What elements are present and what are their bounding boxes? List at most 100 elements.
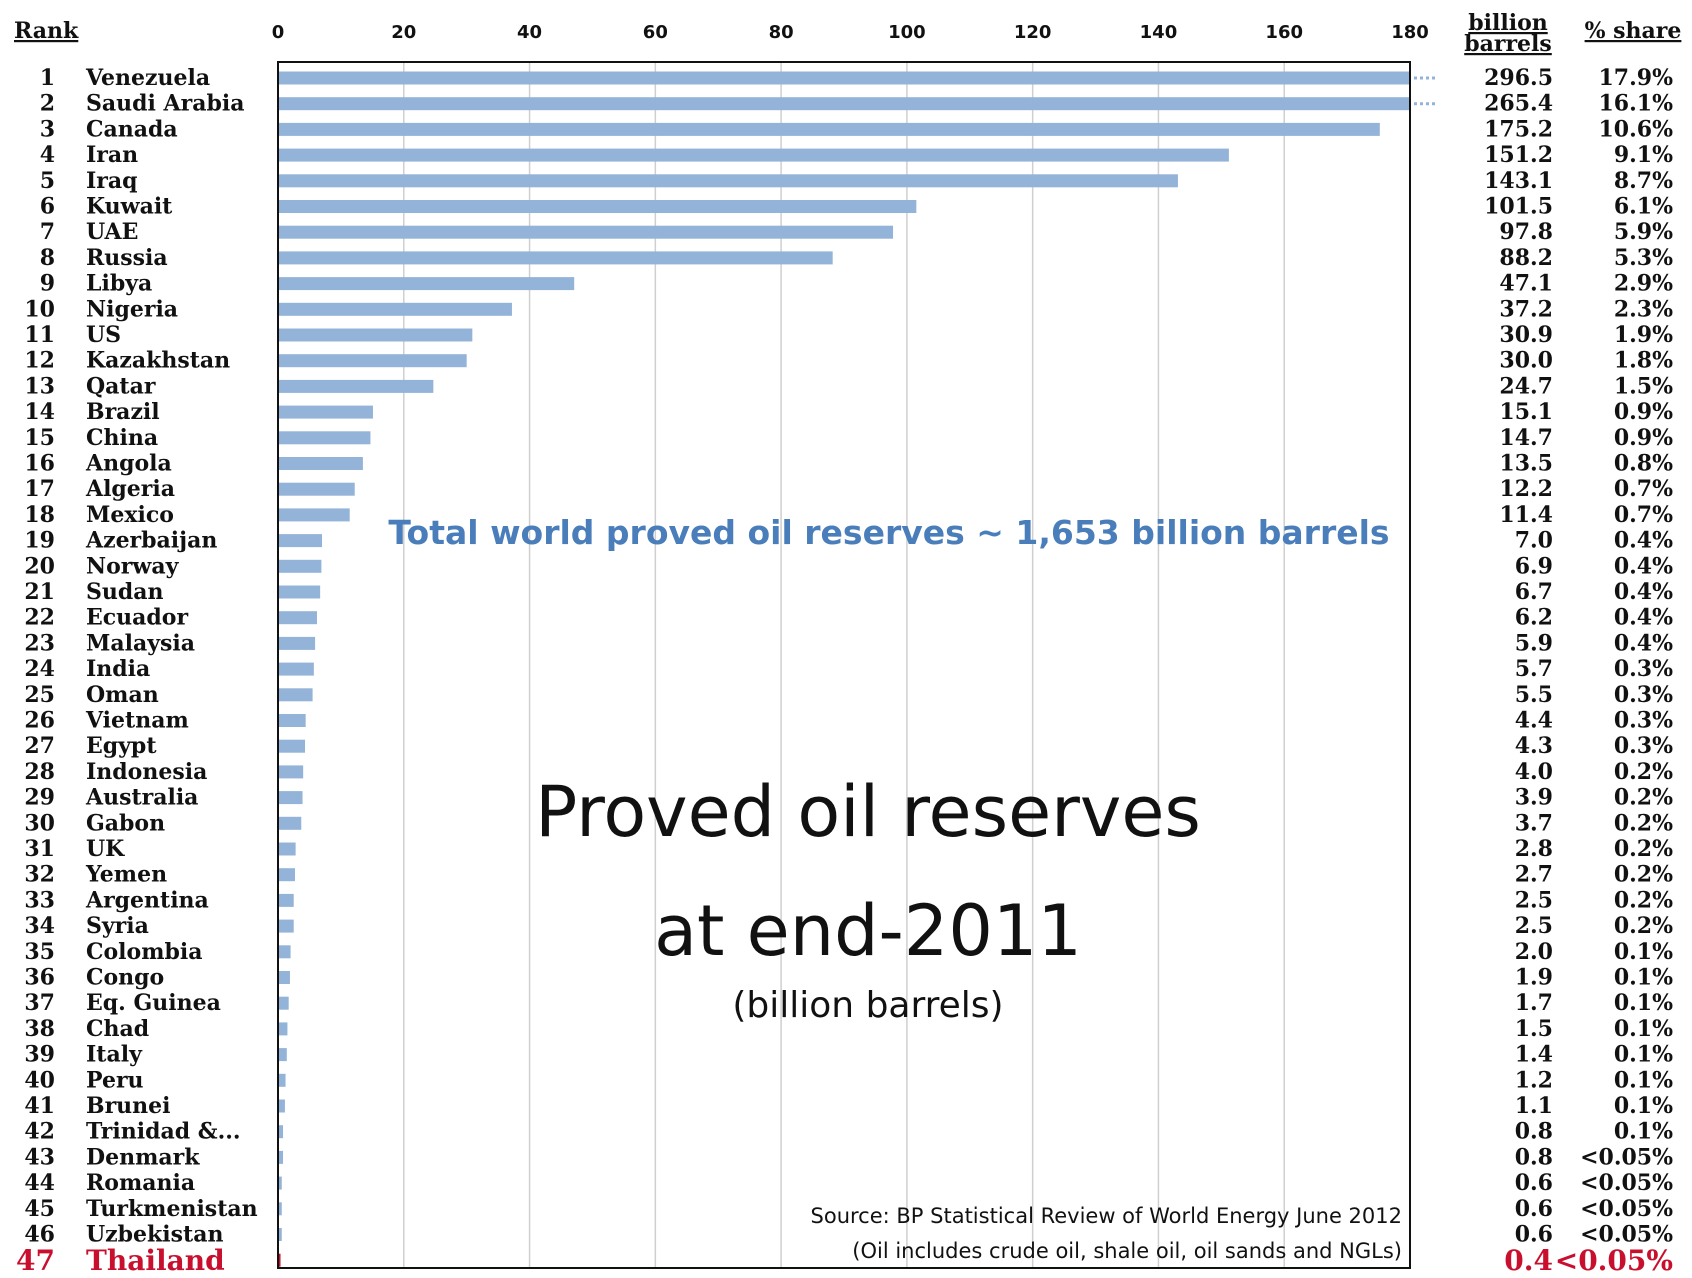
- x-tick-label: 20: [391, 22, 416, 43]
- country-label: China: [86, 425, 158, 451]
- bar: [278, 534, 323, 548]
- country-label: Saudi Arabia: [86, 91, 244, 117]
- share-label: 2.3%: [1614, 296, 1673, 322]
- share-label: 0.2%: [1614, 913, 1673, 939]
- share-label: 0.4%: [1614, 605, 1673, 631]
- rank-label: 1: [40, 65, 55, 91]
- share-label: 0.4%: [1614, 579, 1673, 605]
- bar: [278, 354, 467, 368]
- country-label: Syria: [86, 913, 149, 939]
- value-label: 11.4: [1499, 502, 1553, 528]
- rank-label: 12: [24, 348, 55, 374]
- bar: [278, 816, 302, 830]
- value-label: 5.9: [1515, 630, 1553, 656]
- value-label: 2.0: [1515, 939, 1553, 965]
- source-text: Source: BP Statistical Review of World E…: [811, 1204, 1402, 1228]
- bar: [278, 714, 306, 727]
- country-label: Yemen: [85, 862, 167, 888]
- rank-label: 39: [24, 1042, 55, 1068]
- country-label: UAE: [86, 219, 138, 245]
- share-label: 0.8%: [1614, 451, 1673, 477]
- value-label: 30.0: [1499, 348, 1553, 374]
- x-tick-label: 120: [1014, 22, 1052, 43]
- country-label: US: [86, 322, 121, 348]
- share-label: 6.1%: [1614, 194, 1673, 220]
- country-label: Australia: [85, 785, 198, 811]
- rank-label: 27: [24, 733, 55, 759]
- share-label: 0.9%: [1614, 399, 1673, 425]
- rank-label: 34: [24, 913, 55, 939]
- country-label: Brunei: [86, 1093, 171, 1119]
- country-label: Malaysia: [86, 630, 195, 656]
- bar: [278, 893, 294, 907]
- rank-label: 38: [24, 1016, 55, 1042]
- bar: [278, 868, 295, 882]
- value-label: 0.8: [1515, 1144, 1553, 1170]
- country-label: Norway: [86, 553, 180, 579]
- bar: [278, 148, 1229, 162]
- total-annotation: Total world proved oil reserves ~ 1,653 …: [388, 513, 1389, 552]
- x-tick-label: 100: [888, 22, 926, 43]
- share-label: 0.4%: [1614, 553, 1673, 579]
- bar: [278, 765, 304, 779]
- rank-label: 25: [24, 682, 55, 708]
- share-label: 0.9%: [1614, 425, 1673, 451]
- share-label: 0.3%: [1614, 708, 1673, 734]
- share-label: 0.3%: [1614, 656, 1673, 682]
- x-tick-label: 0: [272, 22, 285, 43]
- bar: [278, 791, 303, 805]
- bar: [278, 1253, 281, 1267]
- rank-label: 42: [24, 1119, 55, 1145]
- rank-header: Rank: [14, 18, 79, 44]
- share-label: 17.9%: [1599, 65, 1674, 91]
- bar: [278, 482, 355, 496]
- country-label: Qatar: [86, 373, 156, 399]
- value-label: 1.5: [1515, 1016, 1553, 1042]
- share-label: 0.1%: [1614, 1067, 1673, 1093]
- country-label: Ecuador: [86, 605, 188, 631]
- rank-label: 24: [24, 656, 55, 682]
- bar: [278, 662, 314, 676]
- rank-label: 30: [24, 810, 55, 836]
- value-label: 6.2: [1515, 605, 1553, 631]
- country-label: Vietnam: [85, 708, 189, 734]
- x-tick-label: 140: [1140, 22, 1178, 43]
- bars: [278, 71, 1438, 1267]
- country-label: Nigeria: [86, 296, 178, 322]
- grid-lines: [277, 62, 1411, 1268]
- bar: [278, 225, 894, 239]
- value-label: 265.4: [1484, 91, 1553, 117]
- country-label: Oman: [86, 682, 159, 708]
- chart-title: Proved oil reserves: [535, 771, 1201, 853]
- value-label: 5.7: [1515, 656, 1553, 682]
- bar: [278, 122, 1380, 136]
- rank-label: 41: [24, 1093, 55, 1119]
- bar: [278, 1099, 285, 1113]
- share-label: 0.1%: [1614, 990, 1673, 1016]
- share-label: 0.2%: [1614, 810, 1673, 836]
- bar: [278, 405, 373, 419]
- country-label: Sudan: [86, 579, 164, 605]
- rank-label: 4: [40, 142, 55, 168]
- value-label: 101.5: [1484, 194, 1553, 220]
- value-label: 5.5: [1515, 682, 1553, 708]
- value-label: 296.5: [1484, 65, 1553, 91]
- rank-label: 6: [40, 194, 55, 220]
- bar: [278, 1022, 288, 1036]
- rank-label: 18: [24, 502, 55, 528]
- value-label: 1.9: [1515, 965, 1553, 991]
- value-label: 2.5: [1515, 887, 1553, 913]
- rank-label: 35: [24, 939, 55, 965]
- value-label: 3.7: [1515, 810, 1553, 836]
- rank-label: 40: [24, 1067, 55, 1093]
- rank-label: 2: [40, 91, 55, 117]
- bar: [278, 1125, 284, 1139]
- share-label: 0.4%: [1614, 630, 1673, 656]
- value-label: 1.4: [1515, 1042, 1553, 1068]
- value-label: 4.4: [1515, 708, 1553, 734]
- country-label: Eq. Guinea: [86, 990, 221, 1016]
- rank-label: 21: [24, 579, 55, 605]
- bar: [278, 559, 322, 573]
- value-label: 1.2: [1515, 1067, 1553, 1093]
- rank-label: 23: [24, 630, 55, 656]
